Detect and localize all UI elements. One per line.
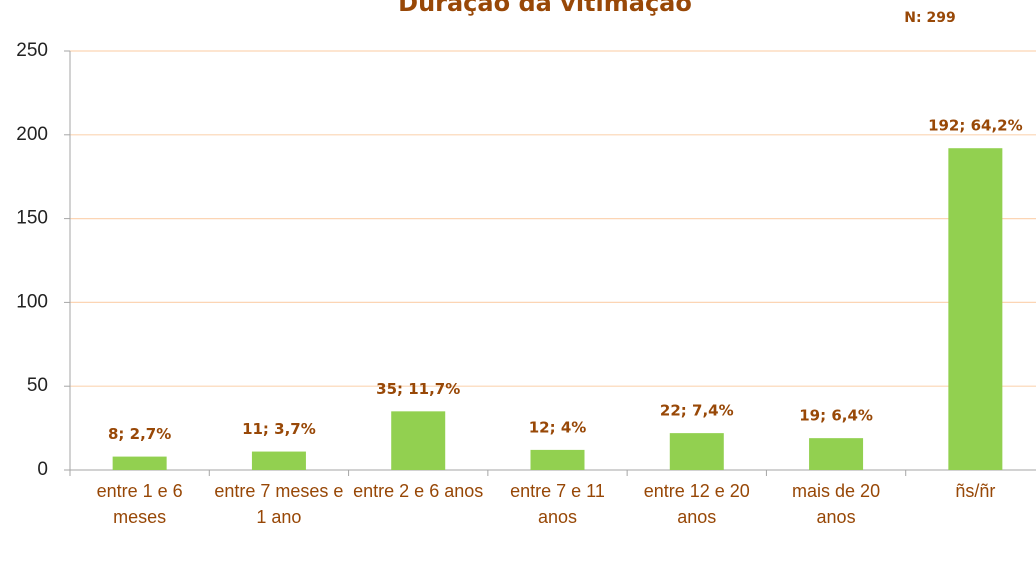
chart-title: Duração da vitimação [398,0,692,17]
value-label: 12; 4% [529,418,587,436]
value-label: 8; 2,7% [108,425,171,443]
x-tick-label: entre 12 e 20 anos [643,481,750,527]
bar [391,411,446,470]
bar [112,456,167,470]
x-tick-label: entre 7 meses e 1 ano [214,481,344,527]
value-label: 35; 11,7% [376,380,460,398]
y-tick-label: 0 [37,459,48,480]
annotation: N: 299 [904,10,955,26]
value-label: 19; 6,4% [799,407,873,425]
x-tick-label: ñs/ñr [955,481,996,501]
x-tick-label: entre 7 e 11 anos [510,481,605,527]
x-tick-label: entre 1 e 6 meses [96,481,183,527]
bar [530,449,585,470]
value-label: 192; 64,2% [928,117,1023,135]
x-tick-label: mais de 20 anos [792,481,881,527]
bar [669,433,724,470]
x-tick-label: entre 2 e 6 anos [353,481,484,501]
bar [251,451,306,470]
y-tick-label: 250 [16,40,48,61]
y-tick-label: 150 [16,208,48,229]
y-tick-label: 100 [16,291,48,312]
y-tick-label: 200 [16,124,48,145]
bar [948,148,1003,470]
value-label: 11; 3,7% [242,420,316,438]
y-tick-label: 50 [27,375,48,396]
bar [809,438,864,470]
value-label: 22; 7,4% [660,402,734,420]
